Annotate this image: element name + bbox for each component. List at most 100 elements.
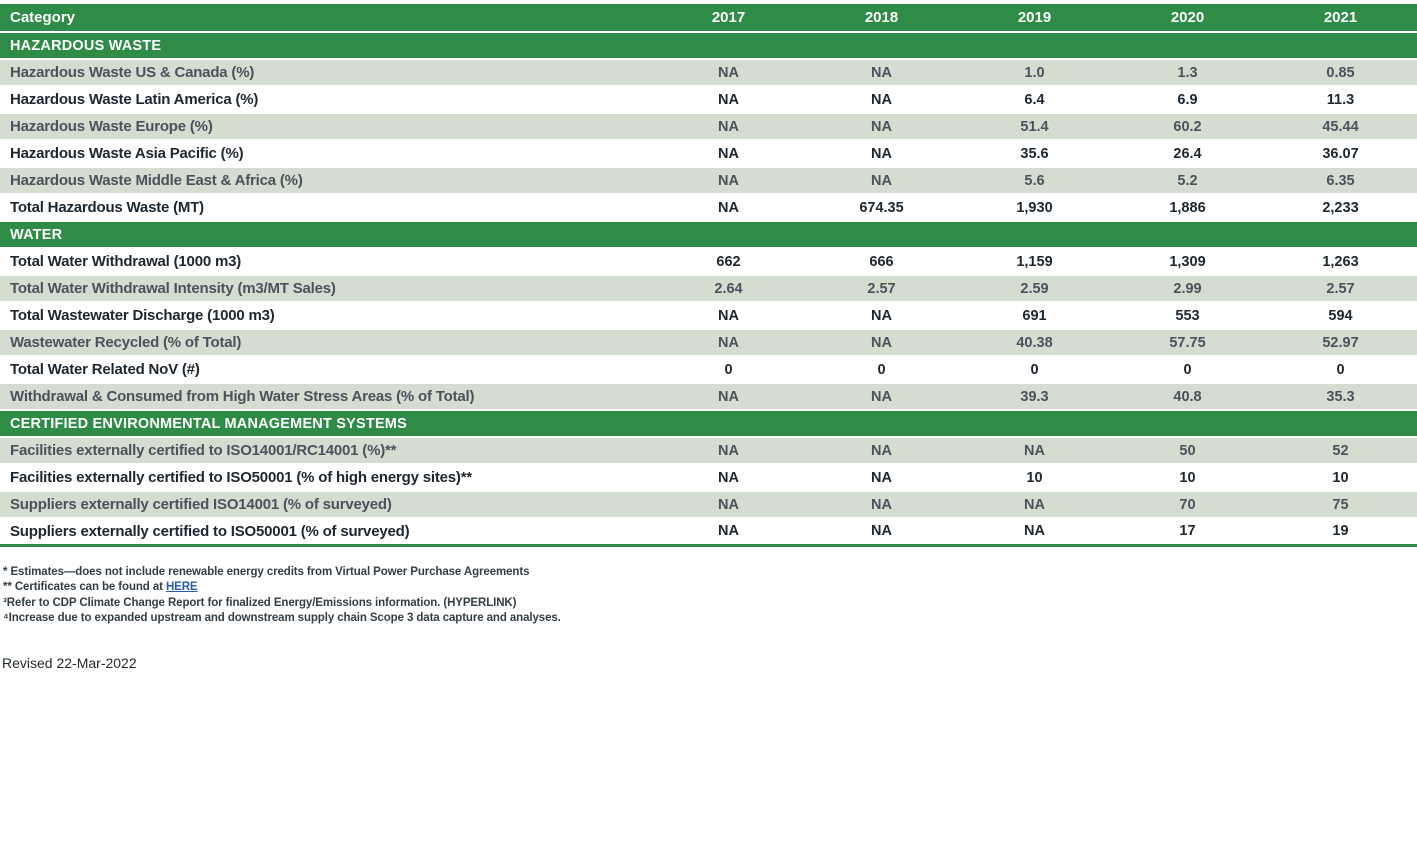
cell-value: 19 <box>1264 518 1417 545</box>
footnotes: * Estimates—does not include renewable e… <box>3 565 1417 627</box>
column-header-year: 2021 <box>1264 4 1417 32</box>
section-header-hazardous-waste: HAZARDOUS WASTE <box>0 32 1417 59</box>
footnote-marker: ⁴ <box>3 612 9 625</box>
cell-value: NA <box>805 113 958 140</box>
cell-value: 6.4 <box>958 86 1111 113</box>
table-row: Withdrawal & Consumed from High Water St… <box>0 383 1417 410</box>
cell-value: 1,263 <box>1264 248 1417 275</box>
cell-value: 36.07 <box>1264 140 1417 167</box>
column-header-category: Category <box>0 4 652 32</box>
cell-value: 1.0 <box>958 59 1111 86</box>
cell-value: 1,930 <box>958 194 1111 221</box>
cell-value: 0 <box>805 356 958 383</box>
table-row: Total Hazardous Waste (MT) NA 674.35 1,930 1… <box>0 194 1417 221</box>
row-label: Hazardous Waste Latin America (%) <box>0 86 652 113</box>
column-header-year: 2019 <box>958 4 1111 32</box>
row-label: Hazardous Waste Europe (%) <box>0 113 652 140</box>
cell-value: NA <box>652 437 805 464</box>
cell-value: NA <box>652 167 805 194</box>
section-header-certified-environmental-management-systems: CERTIFIED ENVIRONMENTAL MANAGEMENT SYSTE… <box>0 410 1417 437</box>
cell-value: 553 <box>1111 302 1264 329</box>
certificates-here-link[interactable]: HERE <box>165 581 198 594</box>
cell-value: 51.4 <box>958 113 1111 140</box>
table-row: Hazardous Waste US & Canada (%) NA NA 1.0 1.… <box>0 59 1417 86</box>
cell-value: 0 <box>652 356 805 383</box>
cell-value: NA <box>805 329 958 356</box>
cell-value: 10 <box>1264 464 1417 491</box>
section-header-label: HAZARDOUS WASTE <box>0 32 1417 59</box>
cell-value: 5.6 <box>958 167 1111 194</box>
table-row: Hazardous Waste Middle East & Africa (%)… <box>0 167 1417 194</box>
cell-value: 662 <box>652 248 805 275</box>
esg-table: Category 2017 2018 2019 2020 2021 HAZARDOUS W… <box>0 4 1417 547</box>
cell-value: 40.38 <box>958 329 1111 356</box>
cell-value: 52.97 <box>1264 329 1417 356</box>
cell-value: 0 <box>1111 356 1264 383</box>
row-label: Hazardous Waste Middle East & Africa (%) <box>0 167 652 194</box>
section-header-label: WATER <box>0 221 1417 248</box>
table-row: Total Water Related NoV (#) 0 0 0 0 0 <box>0 356 1417 383</box>
cell-value: 17 <box>1111 518 1264 545</box>
row-label: Hazardous Waste Asia Pacific (%) <box>0 140 652 167</box>
cell-value: 1,159 <box>958 248 1111 275</box>
cell-value: NA <box>652 329 805 356</box>
cell-value: NA <box>805 464 958 491</box>
table-row: Total Wastewater Discharge (1000 m3) NA NA… <box>0 302 1417 329</box>
cell-value: NA <box>652 140 805 167</box>
table-row: Suppliers externally certified to ISO500… <box>0 518 1417 545</box>
table-row: Total Water Withdrawal Intensity (m3/MT … <box>0 275 1417 302</box>
footnote-text: ** Certificates can be found at <box>3 581 166 594</box>
table-row: Wastewater Recycled (% of Total) NA NA 40.3… <box>0 329 1417 356</box>
cell-value: 2.57 <box>1264 275 1417 302</box>
footnote-marker: ³ <box>3 596 7 609</box>
cell-value: 75 <box>1264 491 1417 518</box>
footnote-text: Refer to CDP Climate Change Report for f… <box>6 596 517 609</box>
revised-date: Revised 22-Mar-2022 <box>2 654 137 671</box>
footnote-estimates: * Estimates—does not include renewable e… <box>3 565 1417 581</box>
cell-value: NA <box>652 194 805 221</box>
cell-value: 0 <box>1264 356 1417 383</box>
row-label: Total Hazardous Waste (MT) <box>0 194 652 221</box>
cell-value: NA <box>805 437 958 464</box>
section-header-label: CERTIFIED ENVIRONMENTAL MANAGEMENT SYSTE… <box>0 410 1417 437</box>
cell-value: 1,886 <box>1111 194 1264 221</box>
row-label: Facilities externally certified to ISO14… <box>0 437 652 464</box>
cell-value: 40.8 <box>1111 383 1264 410</box>
table-row: Suppliers externally certified ISO14001 … <box>0 491 1417 518</box>
cell-value: NA <box>805 167 958 194</box>
table-row: Total Water Withdrawal (1000 m3) 662 666 1,… <box>0 248 1417 275</box>
cell-value: NA <box>652 302 805 329</box>
cell-value: 6.35 <box>1264 167 1417 194</box>
cell-value: 2.57 <box>805 275 958 302</box>
cell-value: 2,233 <box>1264 194 1417 221</box>
column-header-year: 2020 <box>1111 4 1264 32</box>
cell-value: 2.99 <box>1111 275 1264 302</box>
cell-value: 35.6 <box>958 140 1111 167</box>
cell-value: NA <box>652 86 805 113</box>
cell-value: NA <box>805 383 958 410</box>
row-label: Hazardous Waste US & Canada (%) <box>0 59 652 86</box>
cell-value: 0 <box>958 356 1111 383</box>
cell-value: 35.3 <box>1264 383 1417 410</box>
cell-value: 5.2 <box>1111 167 1264 194</box>
cell-value: 1.3 <box>1111 59 1264 86</box>
footnote-certificates: ** Certificates can be found at HERE <box>3 580 1417 596</box>
cell-value: NA <box>805 302 958 329</box>
row-label: Total Wastewater Discharge (1000 m3) <box>0 302 652 329</box>
row-label: Total Water Withdrawal (1000 m3) <box>0 248 652 275</box>
cell-value: 50 <box>1111 437 1264 464</box>
header-row: Category 2017 2018 2019 2020 2021 <box>0 4 1417 32</box>
cell-value: 594 <box>1264 302 1417 329</box>
cell-value: NA <box>805 491 958 518</box>
cell-value: 674.35 <box>805 194 958 221</box>
table-row: Hazardous Waste Asia Pacific (%) NA NA 35.6… <box>0 140 1417 167</box>
table-row: Facilities externally certified to ISO14… <box>0 437 1417 464</box>
footnote-text: Increase due to expanded upstream and do… <box>8 612 561 625</box>
cell-value: 10 <box>1111 464 1264 491</box>
esg-data-sheet: Category 2017 2018 2019 2020 2021 HAZARDOUS W… <box>0 4 1417 671</box>
cell-value: 2.59 <box>958 275 1111 302</box>
cell-value: NA <box>652 113 805 140</box>
table-row: Hazardous Waste Europe (%) NA NA 51.4 60.2 45… <box>0 113 1417 140</box>
cell-value: 6.9 <box>1111 86 1264 113</box>
footnote-cdp-report: ³Refer to CDP Climate Change Report for … <box>3 596 1417 612</box>
